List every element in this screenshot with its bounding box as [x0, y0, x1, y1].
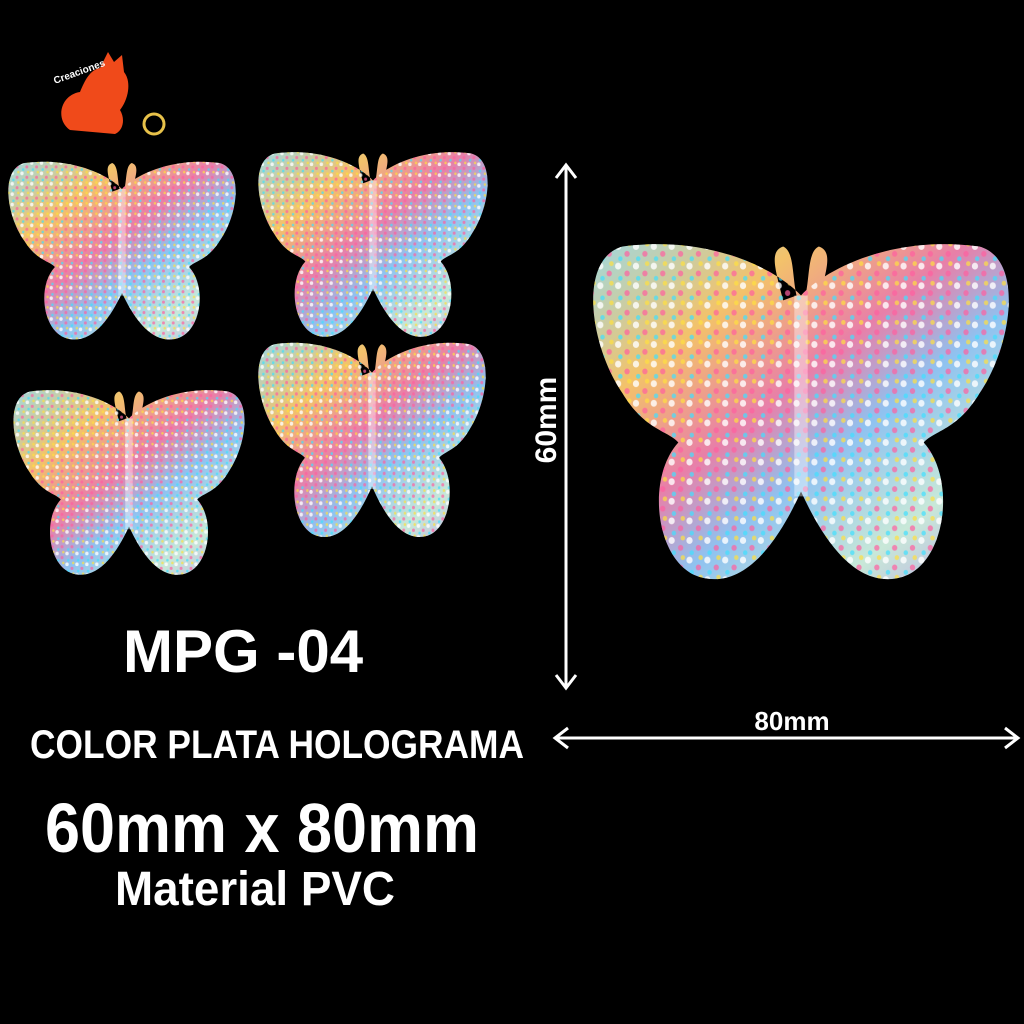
- product-size: 60mm x 80mm: [45, 789, 479, 867]
- product-material: Material PVC: [115, 863, 395, 916]
- width-label: 80mm: [754, 706, 829, 736]
- product-code: MPG -04: [123, 618, 364, 685]
- butterfly-photo: [258, 343, 485, 537]
- height-label: 60mm: [530, 377, 563, 464]
- butterfly-photo: [13, 390, 244, 575]
- butterfly-photo-large: [593, 244, 1009, 579]
- product-color: COLOR PLATA HOLOGRAMA: [30, 723, 524, 767]
- butterfly-photo: [8, 162, 235, 340]
- dimension-arrows: [552, 162, 1021, 750]
- butterfly-photo: [258, 152, 487, 337]
- logo: Creaciones: [52, 52, 166, 136]
